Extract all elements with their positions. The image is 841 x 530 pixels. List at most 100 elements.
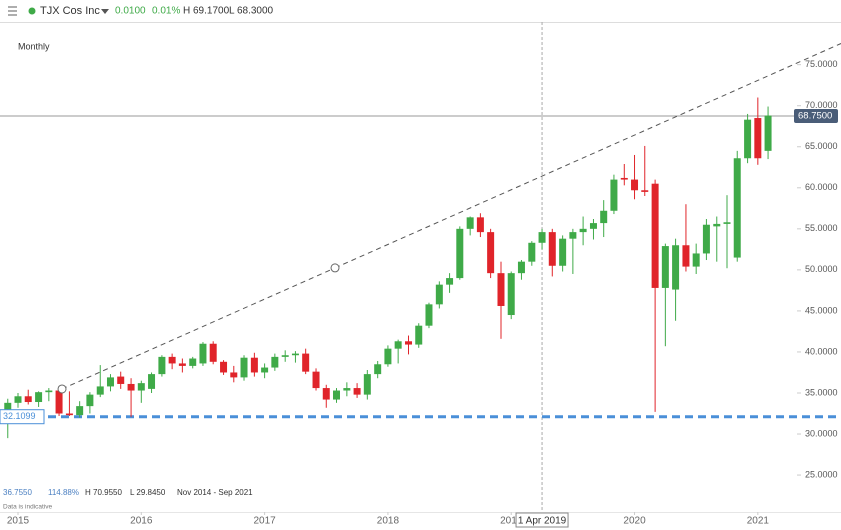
y-tick-label: 65.0000 [805, 141, 838, 151]
candle-body [682, 245, 690, 267]
candle-body [733, 158, 741, 258]
candle-body [559, 238, 567, 266]
x-tick-label: 2015 [7, 516, 30, 527]
candle-body [538, 232, 546, 243]
x-tick-label: 2021 [747, 516, 770, 527]
candle-body [507, 273, 515, 316]
change: 0.0100 [115, 6, 146, 17]
candle-body [353, 388, 361, 395]
trend-anchor [330, 263, 340, 273]
candle-body [672, 245, 680, 290]
candle-body [45, 390, 53, 393]
footer-low: L 29.8450 [130, 488, 166, 497]
candle-body [466, 217, 474, 229]
candle-body [528, 242, 536, 262]
candle-body [579, 228, 587, 233]
candle-body [250, 357, 258, 373]
x-tick-label: 2017 [253, 516, 276, 527]
candle-body [600, 210, 608, 224]
candle-body [281, 355, 289, 357]
candle-body [158, 356, 166, 375]
y-tick-label: 40.0000 [805, 346, 838, 356]
candle-body [589, 223, 597, 229]
footer-note: Data is indicative [3, 504, 53, 511]
candle-body [569, 232, 577, 239]
candle-body [620, 177, 628, 180]
candle-body [35, 392, 43, 403]
candle-body [4, 402, 12, 410]
x-tick-label: 2016 [130, 516, 153, 527]
candle-body [220, 361, 228, 373]
candle-body [261, 367, 269, 373]
y-tick-label: 60.0000 [805, 182, 838, 192]
candle-body [209, 343, 217, 362]
candle-body [446, 278, 454, 285]
footer-last: 36.7550 [3, 488, 32, 497]
candle-body [723, 222, 731, 224]
candle-body [363, 374, 371, 395]
y-tick-label: 70.0000 [805, 100, 838, 110]
candle-body [702, 224, 710, 254]
candle-body [343, 388, 351, 391]
candle-body [302, 353, 310, 372]
candle-body [764, 115, 772, 151]
trend-extension [61, 267, 336, 390]
candle-body [415, 325, 423, 345]
candle-body [312, 371, 320, 389]
top-bar [0, 0, 841, 22]
dropdown-caret[interactable] [101, 9, 109, 14]
candle-body [178, 363, 186, 366]
footer-change: 114.88% [48, 488, 79, 497]
candle-body [199, 343, 207, 364]
candle-body [425, 304, 433, 326]
crosshair-label: 1 Apr 2019 [518, 516, 567, 527]
candle-body [487, 232, 495, 274]
candle-body [240, 357, 248, 378]
candle-body [754, 118, 762, 159]
candle-body [189, 358, 197, 366]
interval: Monthly [18, 41, 50, 51]
candle-body [456, 228, 464, 279]
y-tick-label: 75.0000 [805, 59, 838, 69]
candle-body [548, 232, 556, 266]
change-pct: 0.01% [152, 6, 180, 17]
support-label: 32.1099 [3, 411, 36, 421]
candle-body [76, 406, 84, 416]
candle-body [55, 390, 63, 414]
candle-body [384, 348, 392, 365]
candle-body [291, 353, 299, 356]
candle-body [405, 341, 413, 345]
x-tick-label: 2018 [377, 516, 400, 527]
candle-body [651, 183, 659, 288]
trend-extension [334, 43, 841, 269]
x-tick-label: 2020 [623, 516, 646, 527]
footer-high: H 70.9550 [85, 488, 122, 497]
status-dot [28, 7, 36, 15]
candle-body [230, 372, 238, 378]
last-price-box [794, 108, 838, 123]
candle-body [394, 341, 402, 349]
candle-body [661, 246, 669, 288]
instrument-name[interactable]: TJX Cos Inc [40, 5, 100, 17]
y-tick-label: 45.0000 [805, 305, 838, 315]
candle-body [713, 223, 721, 227]
candle-body [65, 413, 73, 416]
candle-body [117, 376, 125, 384]
y-tick-label: 35.0000 [805, 387, 838, 397]
y-tick-label: 55.0000 [805, 223, 838, 233]
high: H 69.1700 [183, 6, 230, 17]
candle-body [86, 394, 94, 407]
candle-body [744, 119, 752, 159]
candle-body [476, 217, 484, 233]
candle-body [631, 179, 639, 191]
candle-body [374, 364, 382, 375]
candle-body [692, 253, 700, 267]
candle-body [137, 383, 145, 391]
support-label-box [0, 409, 45, 425]
candle-body [96, 386, 104, 395]
candle-body [322, 388, 330, 400]
menu-icon[interactable] [8, 6, 17, 16]
candle-body [332, 390, 340, 400]
low: L 68.3000 [229, 6, 274, 17]
